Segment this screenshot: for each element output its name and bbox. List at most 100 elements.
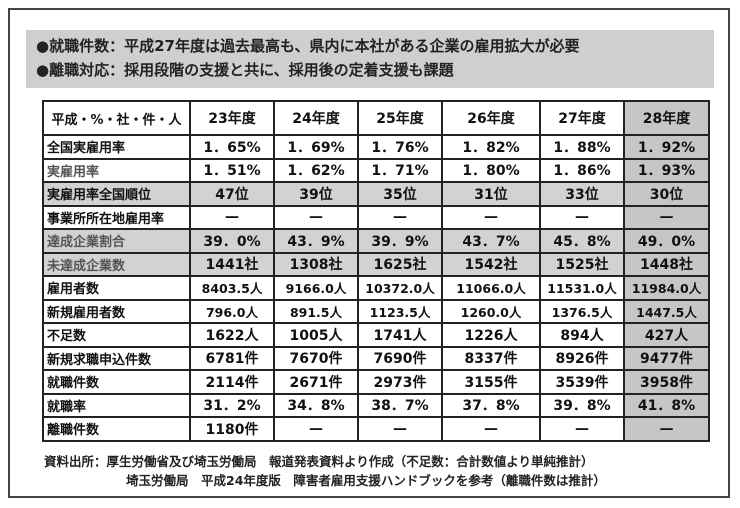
table-cell: 43．7% xyxy=(441,228,541,254)
table-cell: 9477件 xyxy=(623,345,710,371)
table-cell: 11066.0人 xyxy=(441,275,541,301)
table-cell: — xyxy=(441,416,541,442)
row-label: 新規雇用者数 xyxy=(42,298,191,324)
row-label: 新規求職申込件数 xyxy=(42,345,191,371)
summary-line-employment: ●就職件数：平成27年度は過去最高も、県内に本社がある企業の雇用拡大が必要 xyxy=(36,37,580,55)
source-note: 資料出所：厚生労働省及び埼玉労働局 報道発表資料より作成（不足数：合計数値より単… xyxy=(44,452,606,490)
table-cell: 1005人 xyxy=(273,322,359,348)
row-label: 未達成企業数 xyxy=(42,251,191,277)
table-row: 実雇用率全国順位 47位 39位 35位 31位 33位 30位 xyxy=(42,181,710,207)
table-row: 不足数 1622人 1005人 1741人 1226人 894人 427人 xyxy=(42,322,710,348)
table-cell: — xyxy=(539,416,625,442)
table-cell: 894人 xyxy=(539,322,625,348)
year-header: 25年度 xyxy=(357,100,443,136)
table-cell: 1．62% xyxy=(273,157,359,183)
table-cell: 891.5人 xyxy=(273,298,359,324)
table-cell: 1．71% xyxy=(357,157,443,183)
table-cell: 1260.0人 xyxy=(441,298,541,324)
table-cell: 8337件 xyxy=(441,345,541,371)
table-cell: 9166.0人 xyxy=(273,275,359,301)
table-cell: 1180件 xyxy=(189,416,275,442)
table-row: 未達成企業数 1441社 1308社 1625社 1542社 1525社 1448社 xyxy=(42,251,710,277)
table-row: 新規雇用者数 796.0人 891.5人 1123.5人 1260.0人 1376.5人 1… xyxy=(42,298,710,324)
table-cell: 11984.0人 xyxy=(623,275,710,301)
table-cell: 8403.5人 xyxy=(189,275,275,301)
table-cell: 2973件 xyxy=(357,369,443,395)
table-cell: 1308社 xyxy=(273,251,359,277)
table-row: 就職件数 2114件 2671件 2973件 3155件 3539件 3958件 xyxy=(42,369,710,395)
table-cell: 31．2% xyxy=(189,392,275,418)
table-row: 離職件数 1180件 — — — — — xyxy=(42,416,710,442)
table-cell: 49．0% xyxy=(623,228,710,254)
table-cell: 33位 xyxy=(539,181,625,207)
table-cell: 45．8% xyxy=(539,228,625,254)
table-cell: — xyxy=(189,204,275,230)
table-row: 新規求職申込件数 6781件 7670件 7690件 8337件 8926件 9477件 xyxy=(42,345,710,371)
table-cell: 1441社 xyxy=(189,251,275,277)
table-cell: 1．65% xyxy=(189,134,275,160)
table-cell: — xyxy=(441,204,541,230)
table-cell: 427人 xyxy=(623,322,710,348)
table-cell: 35位 xyxy=(357,181,443,207)
table-cell: 1447.5人 xyxy=(623,298,710,324)
year-header: 24年度 xyxy=(273,100,359,136)
row-label: 就職率 xyxy=(42,392,191,418)
summary-line-turnover: ●離職対応：採用段階の支援と共に、採用後の定着支援も課題 xyxy=(36,61,454,79)
source-note-line: 資料出所：厚生労働省及び埼玉労働局 報道発表資料より作成（不足数：合計数値より単… xyxy=(44,454,594,469)
table-cell: 7670件 xyxy=(273,345,359,371)
source-note-line: 埼玉労働局 平成24年度版 障害者雇用支援ハンドブックを参考（離職件数は推計） xyxy=(126,473,606,488)
table-row: 事業所所在地雇用率 — — — — — — xyxy=(42,204,710,230)
table-cell: 39．9% xyxy=(357,228,443,254)
table-cell: 1525社 xyxy=(539,251,625,277)
table-cell: 1625社 xyxy=(357,251,443,277)
table-cell: 1．80% xyxy=(441,157,541,183)
table-cell: 39．0% xyxy=(189,228,275,254)
table-cell: — xyxy=(273,416,359,442)
table-cell: — xyxy=(539,204,625,230)
table-cell: 8926件 xyxy=(539,345,625,371)
table-cell: 39位 xyxy=(273,181,359,207)
table-cell: 6781件 xyxy=(189,345,275,371)
table-cell: 796.0人 xyxy=(189,298,275,324)
table-cell: 34．8% xyxy=(273,392,359,418)
table-cell: 7690件 xyxy=(357,345,443,371)
table-cell: 41．8% xyxy=(623,392,710,418)
table-cell: 47位 xyxy=(189,181,275,207)
table-cell: 10372.0人 xyxy=(357,275,443,301)
table-cell: 1．76% xyxy=(357,134,443,160)
table-cell: — xyxy=(357,204,443,230)
table-cell: 1．86% xyxy=(539,157,625,183)
table-row: 実雇用率 1．51% 1．62% 1．71% 1．80% 1．86% 1．93% xyxy=(42,157,710,183)
row-label: 雇用者数 xyxy=(42,275,191,301)
row-label: 実雇用率全国順位 xyxy=(42,181,191,207)
summary-box: ●就職件数：平成27年度は過去最高も、県内に本社がある企業の雇用拡大が必要 ●離… xyxy=(26,30,714,88)
row-label: 達成企業割合 xyxy=(42,228,191,254)
year-header: 23年度 xyxy=(189,100,275,136)
table-cell: 43．9% xyxy=(273,228,359,254)
employment-statistics-table: 平成・%・社・件・人 23年度 24年度 25年度 26年度 27年度 28年度… xyxy=(42,100,710,442)
row-label: 全国実雇用率 xyxy=(42,134,191,160)
table-row: 全国実雇用率 1．65% 1．69% 1．76% 1．82% 1．88% 1．92% xyxy=(42,134,710,160)
table-cell: 1．51% xyxy=(189,157,275,183)
table-cell: 39．8% xyxy=(539,392,625,418)
table-cell: 1448社 xyxy=(623,251,710,277)
year-header: 26年度 xyxy=(441,100,541,136)
table-cell: 1376.5人 xyxy=(539,298,625,324)
table-cell: 30位 xyxy=(623,181,710,207)
table-corner-label: 平成・%・社・件・人 xyxy=(42,100,191,136)
table-row: 雇用者数 8403.5人 9166.0人 10372.0人 11066.0人 11531.… xyxy=(42,275,710,301)
row-label: 不足数 xyxy=(42,322,191,348)
row-label: 実雇用率 xyxy=(42,157,191,183)
table-cell: — xyxy=(623,416,710,442)
row-label: 事業所所在地雇用率 xyxy=(42,204,191,230)
table-cell: 11531.0人 xyxy=(539,275,625,301)
table-cell: 37．8% xyxy=(441,392,541,418)
year-header: 28年度 xyxy=(623,100,710,136)
table-header-row: 平成・%・社・件・人 23年度 24年度 25年度 26年度 27年度 28年度 xyxy=(42,100,710,136)
table-cell: 38．7% xyxy=(357,392,443,418)
table-cell: 1542社 xyxy=(441,251,541,277)
table-cell: — xyxy=(273,204,359,230)
table-cell: 1．69% xyxy=(273,134,359,160)
table-cell: 1741人 xyxy=(357,322,443,348)
table-cell: 1．82% xyxy=(441,134,541,160)
